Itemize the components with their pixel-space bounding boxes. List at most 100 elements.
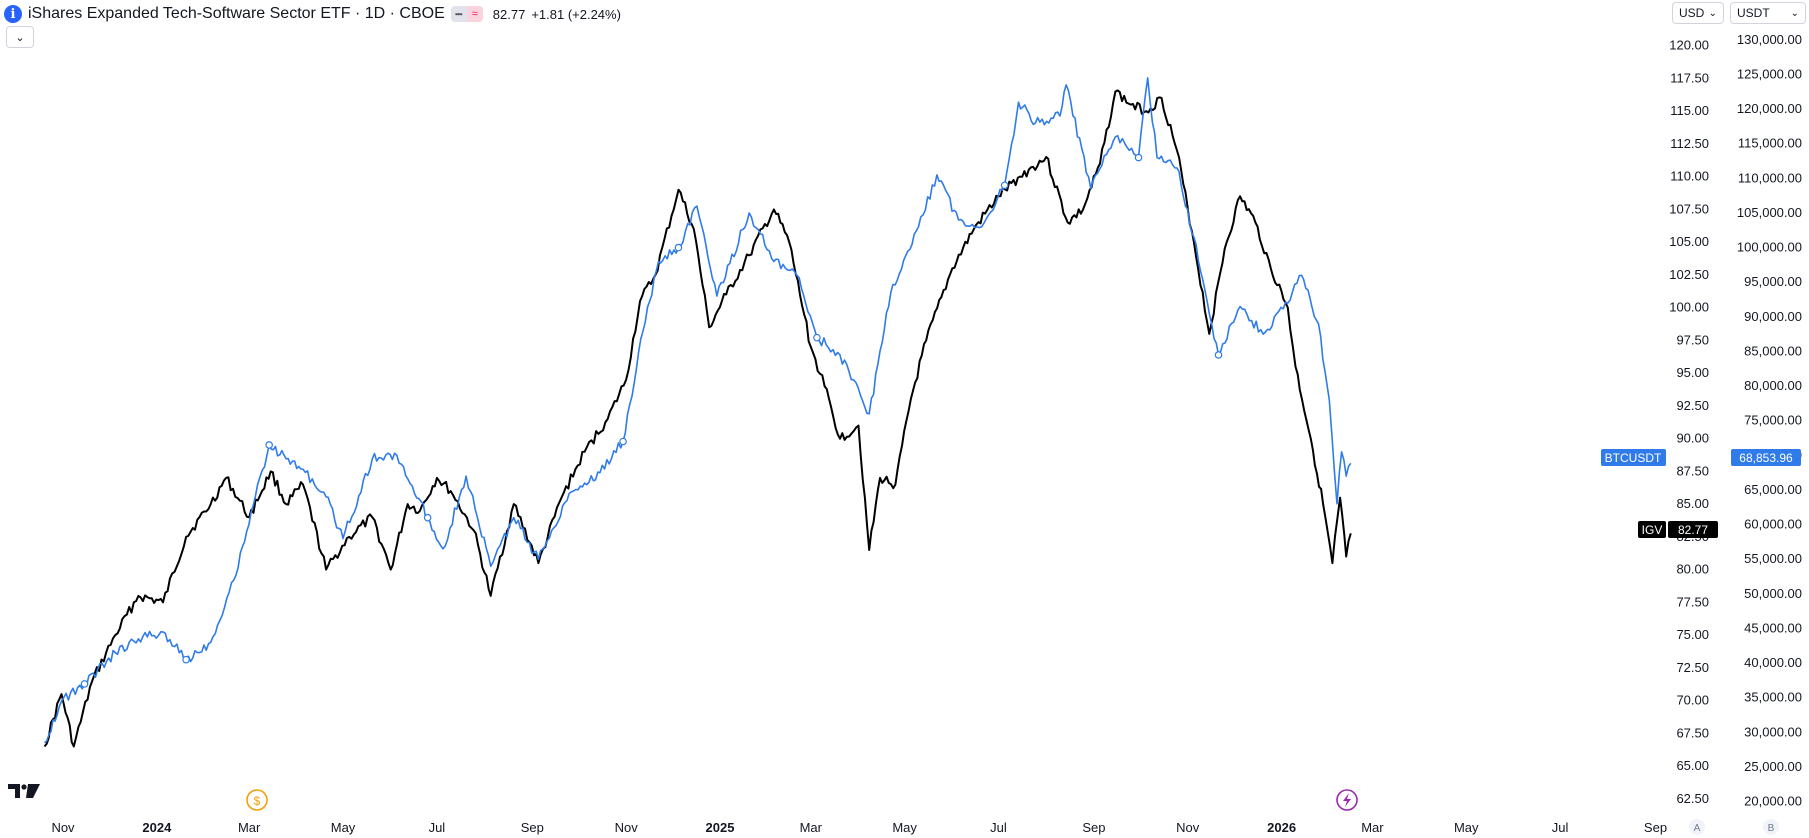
time-axis-tick-label: Mar xyxy=(238,820,261,835)
right-axis-tick-label: 65,000.00 xyxy=(1744,482,1802,497)
right-axis-tick-label: 55,000.00 xyxy=(1744,551,1802,566)
igv-price-label-bg xyxy=(1668,521,1718,538)
indicator-badges[interactable]: ━ ≈ xyxy=(450,6,483,22)
left-axis-tick-label: 85.00 xyxy=(1676,496,1709,511)
igv-price-label: 82.77 xyxy=(1678,523,1708,537)
btc-point-marker xyxy=(1214,351,1223,359)
left-axis-tick-label: 67.50 xyxy=(1676,725,1709,740)
btc-point-marker xyxy=(619,437,627,446)
time-axis[interactable]: Nov 2024 Mar May Jul Sep Nov 2025 Mar May Jul Sep No… xyxy=(51,820,1667,835)
left-axis-tick-label: 105.00 xyxy=(1669,234,1709,249)
time-axis-tick-label: May xyxy=(1454,820,1479,835)
right-axis-tick-label: 35,000.00 xyxy=(1744,690,1802,705)
time-axis-tick-label: 2025 xyxy=(706,820,735,835)
btc-price-label-bg xyxy=(1731,449,1801,466)
right-axis-tick-label: 130,000.00 xyxy=(1737,32,1802,47)
btc-point-marker xyxy=(674,243,683,252)
left-price-axis[interactable]: 120.00 117.50 115.00 112.50 110.00 107.50 105.… xyxy=(1669,38,1709,806)
axis-b-label: B xyxy=(1768,823,1775,834)
right-axis-tick-label: 120,000.00 xyxy=(1737,101,1802,116)
left-axis-tick-label: 107.50 xyxy=(1669,201,1709,216)
symbol-info-icon[interactable]: i xyxy=(4,5,22,23)
btc-price-label: 68,853.96 xyxy=(1739,451,1793,465)
right-price-axis[interactable]: 130,000.00 125,000.00 120,000.00 115,000.00… xyxy=(1737,32,1802,809)
event-markers[interactable]: $ xyxy=(246,789,1358,811)
left-axis-tick-label: 90.00 xyxy=(1676,431,1709,446)
right-axis-tick-label: 90,000.00 xyxy=(1744,309,1802,324)
right-currency-label: USDT xyxy=(1737,6,1770,20)
right-axis-tick-label: 40,000.00 xyxy=(1744,655,1802,670)
btc-point-marker xyxy=(423,513,432,522)
time-axis-tick-label: May xyxy=(892,820,917,835)
right-axis-tick-label: 50,000.00 xyxy=(1744,586,1802,601)
left-currency-select[interactable]: USD ⌄ xyxy=(1672,2,1724,24)
right-axis-tick-label: 105,000.00 xyxy=(1737,205,1802,220)
time-axis-tick-label: Sep xyxy=(1644,820,1667,835)
lightning-icon xyxy=(1343,793,1351,807)
left-axis-tick-label: 70.00 xyxy=(1676,693,1709,708)
right-axis-tick-label: 115,000.00 xyxy=(1738,136,1802,151)
chevron-down-icon: ⌄ xyxy=(15,31,25,44)
time-axis-tick-label: Sep xyxy=(1082,820,1105,835)
left-axis-tick-label: 120.00 xyxy=(1669,38,1709,53)
left-axis-tick-label: 75.00 xyxy=(1676,627,1709,642)
left-axis-tick-label: 72.50 xyxy=(1676,660,1709,675)
right-axis-tick-label: 110,000.00 xyxy=(1738,170,1802,185)
left-axis-tick-label: 95.00 xyxy=(1676,365,1709,380)
right-axis-tick-label: 85,000.00 xyxy=(1744,343,1802,358)
chevron-down-icon: ⌄ xyxy=(1708,7,1717,19)
right-axis-tick-label: 125,000.00 xyxy=(1737,66,1802,81)
btc-symbol-label: BTCUSDT xyxy=(1605,451,1662,465)
left-axis-tick-label: 117.50 xyxy=(1670,70,1709,85)
time-axis-tick-label: Mar xyxy=(800,820,823,835)
time-axis-tick-label: Nov xyxy=(1176,820,1200,835)
left-axis-tick-label: 97.50 xyxy=(1676,332,1709,347)
tradingview-logo-icon[interactable] xyxy=(8,782,40,800)
price-change: +1.81 (+2.24%) xyxy=(531,6,621,22)
left-axis-tick-label: 102.50 xyxy=(1669,267,1709,282)
igv-symbol-label-bg xyxy=(1638,521,1666,538)
time-axis-tick-label: Jul xyxy=(1552,820,1569,835)
dividend-symbol: $ xyxy=(254,794,261,808)
right-axis-tick-label: 30,000.00 xyxy=(1744,724,1802,739)
btc-point-marker xyxy=(182,655,190,664)
time-axis-tick-label: Mar xyxy=(1361,820,1384,835)
axis-a-button xyxy=(1689,819,1705,835)
btc-point-marker xyxy=(813,333,821,342)
btc-point-marker xyxy=(265,441,273,449)
right-axis-tick-label: 25,000.00 xyxy=(1744,759,1802,774)
left-axis-tick-label: 92.50 xyxy=(1676,398,1709,413)
right-currency-select[interactable]: USDT ⌄ xyxy=(1730,2,1806,24)
approx-icon[interactable]: ≈ xyxy=(466,6,483,22)
axis-a-label: A xyxy=(1694,823,1701,834)
igv-symbol-label: IGV xyxy=(1642,523,1663,537)
series-layer xyxy=(43,77,1352,748)
chevron-down-icon: ⌄ xyxy=(1790,7,1799,19)
time-axis-tick-label: 2026 xyxy=(1267,820,1296,835)
dividend-event-icon xyxy=(246,789,268,811)
right-axis-tick-label: 100,000.00 xyxy=(1737,240,1802,255)
btc-point-marker xyxy=(1000,181,1009,190)
btc-point-marker xyxy=(80,680,89,688)
minus-icon[interactable]: ━ xyxy=(450,6,467,22)
right-axis-tick-label: 80,000.00 xyxy=(1744,378,1802,393)
btc-series-line xyxy=(44,77,1352,744)
axis-extra-buttons[interactable]: A B xyxy=(1689,819,1779,835)
time-axis-tick-label: Jul xyxy=(990,820,1007,835)
left-axis-tick-label: 65.00 xyxy=(1676,758,1709,773)
time-axis-tick-label: May xyxy=(331,820,356,835)
left-axis-tick-label: 100.00 xyxy=(1669,300,1709,315)
time-axis-tick-label: 2024 xyxy=(142,820,172,835)
igv-series-line xyxy=(43,89,1352,748)
symbol-title[interactable]: iShares Expanded Tech-Software Sector ET… xyxy=(28,5,445,22)
left-axis-tick-label: 110.00 xyxy=(1670,169,1709,184)
collapse-legend-button[interactable]: ⌄ xyxy=(6,26,34,48)
time-axis-tick-label: Nov xyxy=(615,820,639,835)
left-currency-label: USD xyxy=(1679,6,1705,20)
left-axis-tick-label: 80.00 xyxy=(1676,562,1709,577)
right-axis-tick-label: 95,000.00 xyxy=(1744,274,1802,289)
time-axis-tick-label: Sep xyxy=(521,820,544,835)
axis-b-button xyxy=(1763,819,1779,835)
left-axis-tick-label: 115.00 xyxy=(1670,103,1709,118)
